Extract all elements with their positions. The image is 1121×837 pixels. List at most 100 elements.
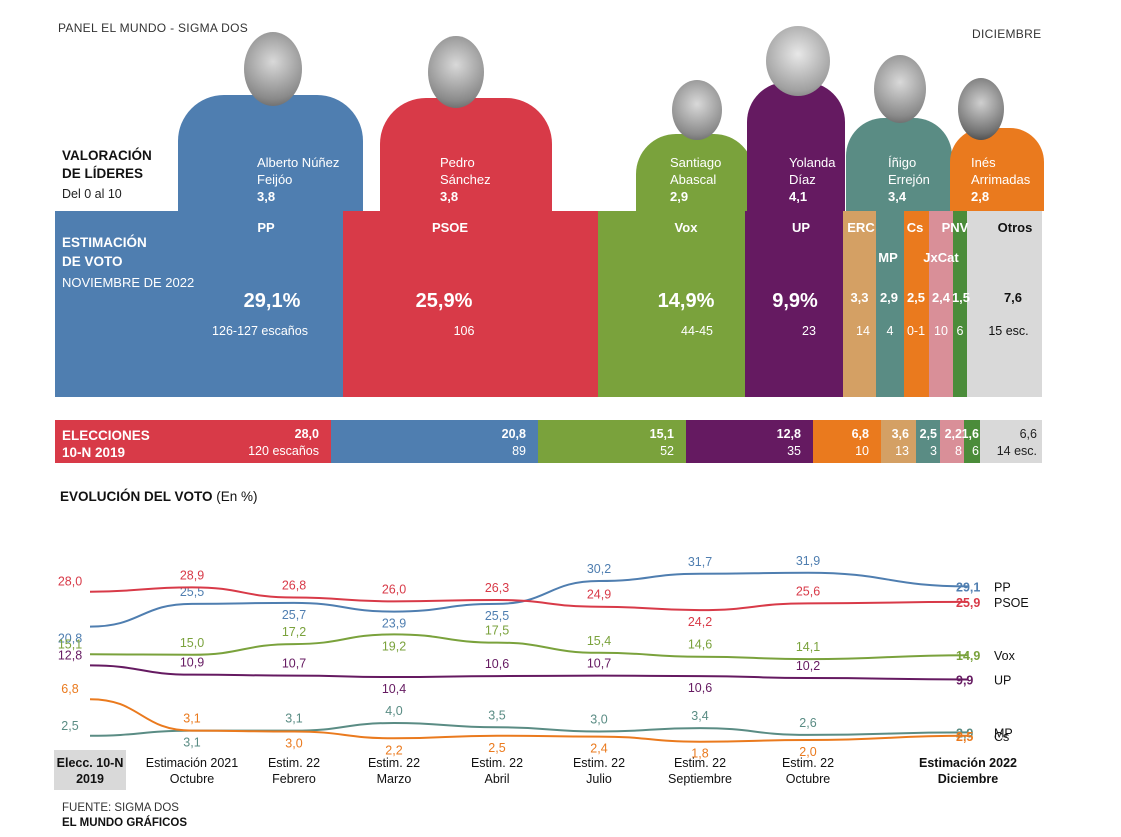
- data-label: 15,1: [58, 637, 82, 651]
- footer-source: FUENTE: SIGMA DOS: [62, 802, 179, 814]
- x-tick-label: Julio: [586, 772, 612, 786]
- elec-value: 12,8: [776, 427, 801, 441]
- leader-name: Errejón: [888, 172, 930, 187]
- elec-value-vox: 15,1 52: [600, 426, 674, 460]
- data-label: 15,0: [180, 636, 204, 650]
- data-label: 26,0: [382, 582, 406, 596]
- month-label: DICIEMBRE: [972, 27, 1042, 41]
- seats-label: 15 esc.: [988, 324, 1029, 338]
- valoracion-title: VALORACIÓN DE LÍDERES: [62, 147, 152, 183]
- estimacion-date: NOVIEMBRE DE 2022: [62, 275, 195, 290]
- seats-label: 10: [934, 324, 948, 338]
- leader-name: Alberto Núñez: [257, 155, 340, 170]
- data-label: 23,9: [382, 617, 406, 631]
- data-label: 9,9: [956, 673, 973, 687]
- leader-name: Feijóo: [257, 172, 293, 187]
- valoracion-subtitle: Del 0 al 10: [62, 187, 122, 201]
- data-label: 3,5: [488, 708, 505, 722]
- elecciones-title-line2: 10-N 2019: [62, 445, 126, 460]
- evolucion-title-text: EVOLUCIÓN DEL VOTO: [60, 489, 213, 504]
- x-tick-label: Febrero: [272, 772, 316, 786]
- elec-value: 6,8: [851, 427, 869, 441]
- leader-errejon: Íñigo Errejón 3,4: [888, 154, 930, 205]
- leader-name: Sánchez: [440, 172, 491, 187]
- value-label: 7,6: [1003, 290, 1023, 305]
- elec-value-pnv: 1,6 6: [960, 426, 979, 460]
- value-label: 25,9%: [415, 290, 473, 312]
- data-label: 26,3: [485, 581, 509, 595]
- x-tick-label: Estim. 22: [782, 756, 834, 770]
- estimacion-title-line1: ESTIMACIÓN: [62, 235, 147, 250]
- data-label: 2,6: [799, 716, 816, 730]
- bar-up: [745, 211, 843, 397]
- data-label: 19,2: [382, 639, 406, 653]
- elec-value: 3,6: [891, 427, 909, 441]
- elec-bar-mp: [916, 420, 940, 463]
- data-label: 17,2: [282, 625, 306, 639]
- elec-bar-otros: [980, 420, 1042, 463]
- data-label: 25,7: [282, 608, 306, 622]
- elec-value-jxcat: 2,2 8: [937, 426, 962, 460]
- estimacion-title: ESTIMACIÓN DE VOTO: [62, 233, 147, 271]
- sanchez-portrait: [428, 36, 484, 108]
- x-tick-label: Septiembre: [668, 772, 732, 786]
- seats-label: 6: [956, 324, 964, 338]
- elec-seats: 89: [512, 444, 526, 458]
- arrimadas-portrait: [958, 78, 1004, 140]
- leader-sanchez: Pedro Sánchez 3,8: [440, 154, 491, 205]
- data-label: 12,8: [58, 648, 82, 662]
- data-label: 31,9: [796, 554, 820, 568]
- data-label: 3,1: [285, 712, 302, 726]
- elecciones-title-line1: ELECCIONES: [62, 428, 150, 443]
- leader-score: 3,4: [888, 189, 907, 204]
- data-label: 2,2: [385, 743, 402, 757]
- elec-value-otros: 6,6 14 esc.: [980, 426, 1037, 460]
- value-label: 9,9%: [772, 290, 818, 312]
- leader-name: Arrimadas: [971, 172, 1031, 187]
- diaz-silhouette: [747, 82, 845, 211]
- party-label: Cs: [906, 220, 924, 235]
- footer-credit: EL MUNDO GRÁFICOS: [62, 817, 188, 829]
- data-label: 2,9: [956, 726, 973, 740]
- data-label: 24,9: [587, 588, 611, 602]
- source-header: PANEL EL MUNDO - SIGMA DOS: [58, 21, 249, 35]
- data-label: 28,0: [58, 575, 82, 589]
- arrimadas-silhouette: [950, 128, 1044, 211]
- value-label: 29,1%: [243, 290, 301, 312]
- diaz-portrait: [766, 26, 830, 96]
- elec-seats: 10: [855, 444, 869, 458]
- x-tick-label: Estim. 22: [573, 756, 625, 770]
- bar-mp: [876, 211, 904, 397]
- bar-pp: [55, 211, 343, 397]
- leader-name: Santiago: [670, 155, 722, 170]
- data-label: 6,8: [61, 682, 78, 696]
- leader-name: Inés: [971, 155, 996, 170]
- x-tick-label: Estimación 2022: [919, 756, 1017, 770]
- elec-bar-pp: [331, 420, 538, 463]
- data-label: 25,6: [796, 584, 820, 598]
- elec-value: 28,0: [294, 427, 319, 441]
- errejon-portrait: [874, 55, 926, 123]
- party-label: JxCat: [923, 250, 959, 265]
- seats-label: 23: [802, 324, 816, 338]
- series-name: Vox: [994, 649, 1016, 663]
- elec-bar-vox: [538, 420, 686, 463]
- party-label: Vox: [674, 220, 698, 235]
- series-name: PP: [994, 580, 1011, 594]
- x-label-highlight: [54, 750, 126, 790]
- leader-name: Abascal: [670, 172, 717, 187]
- seats-label: 44-45: [681, 324, 713, 338]
- elec-seats: 6: [972, 444, 979, 458]
- leader-score: 3,8: [440, 189, 459, 204]
- data-label: 10,2: [796, 659, 820, 673]
- elec-value-mp: 2,5 3: [913, 426, 937, 460]
- feijoo-silhouette: [178, 95, 363, 211]
- x-tick-label: Octubre: [170, 772, 215, 786]
- leader-diaz: Yolanda Díaz 4,1: [789, 154, 836, 205]
- bar-pnv: [953, 211, 967, 397]
- elec-seats: 35: [787, 444, 801, 458]
- bar-erc: [843, 211, 876, 397]
- leader-name: Íñigo: [888, 155, 917, 170]
- data-label: 3,0: [590, 713, 607, 727]
